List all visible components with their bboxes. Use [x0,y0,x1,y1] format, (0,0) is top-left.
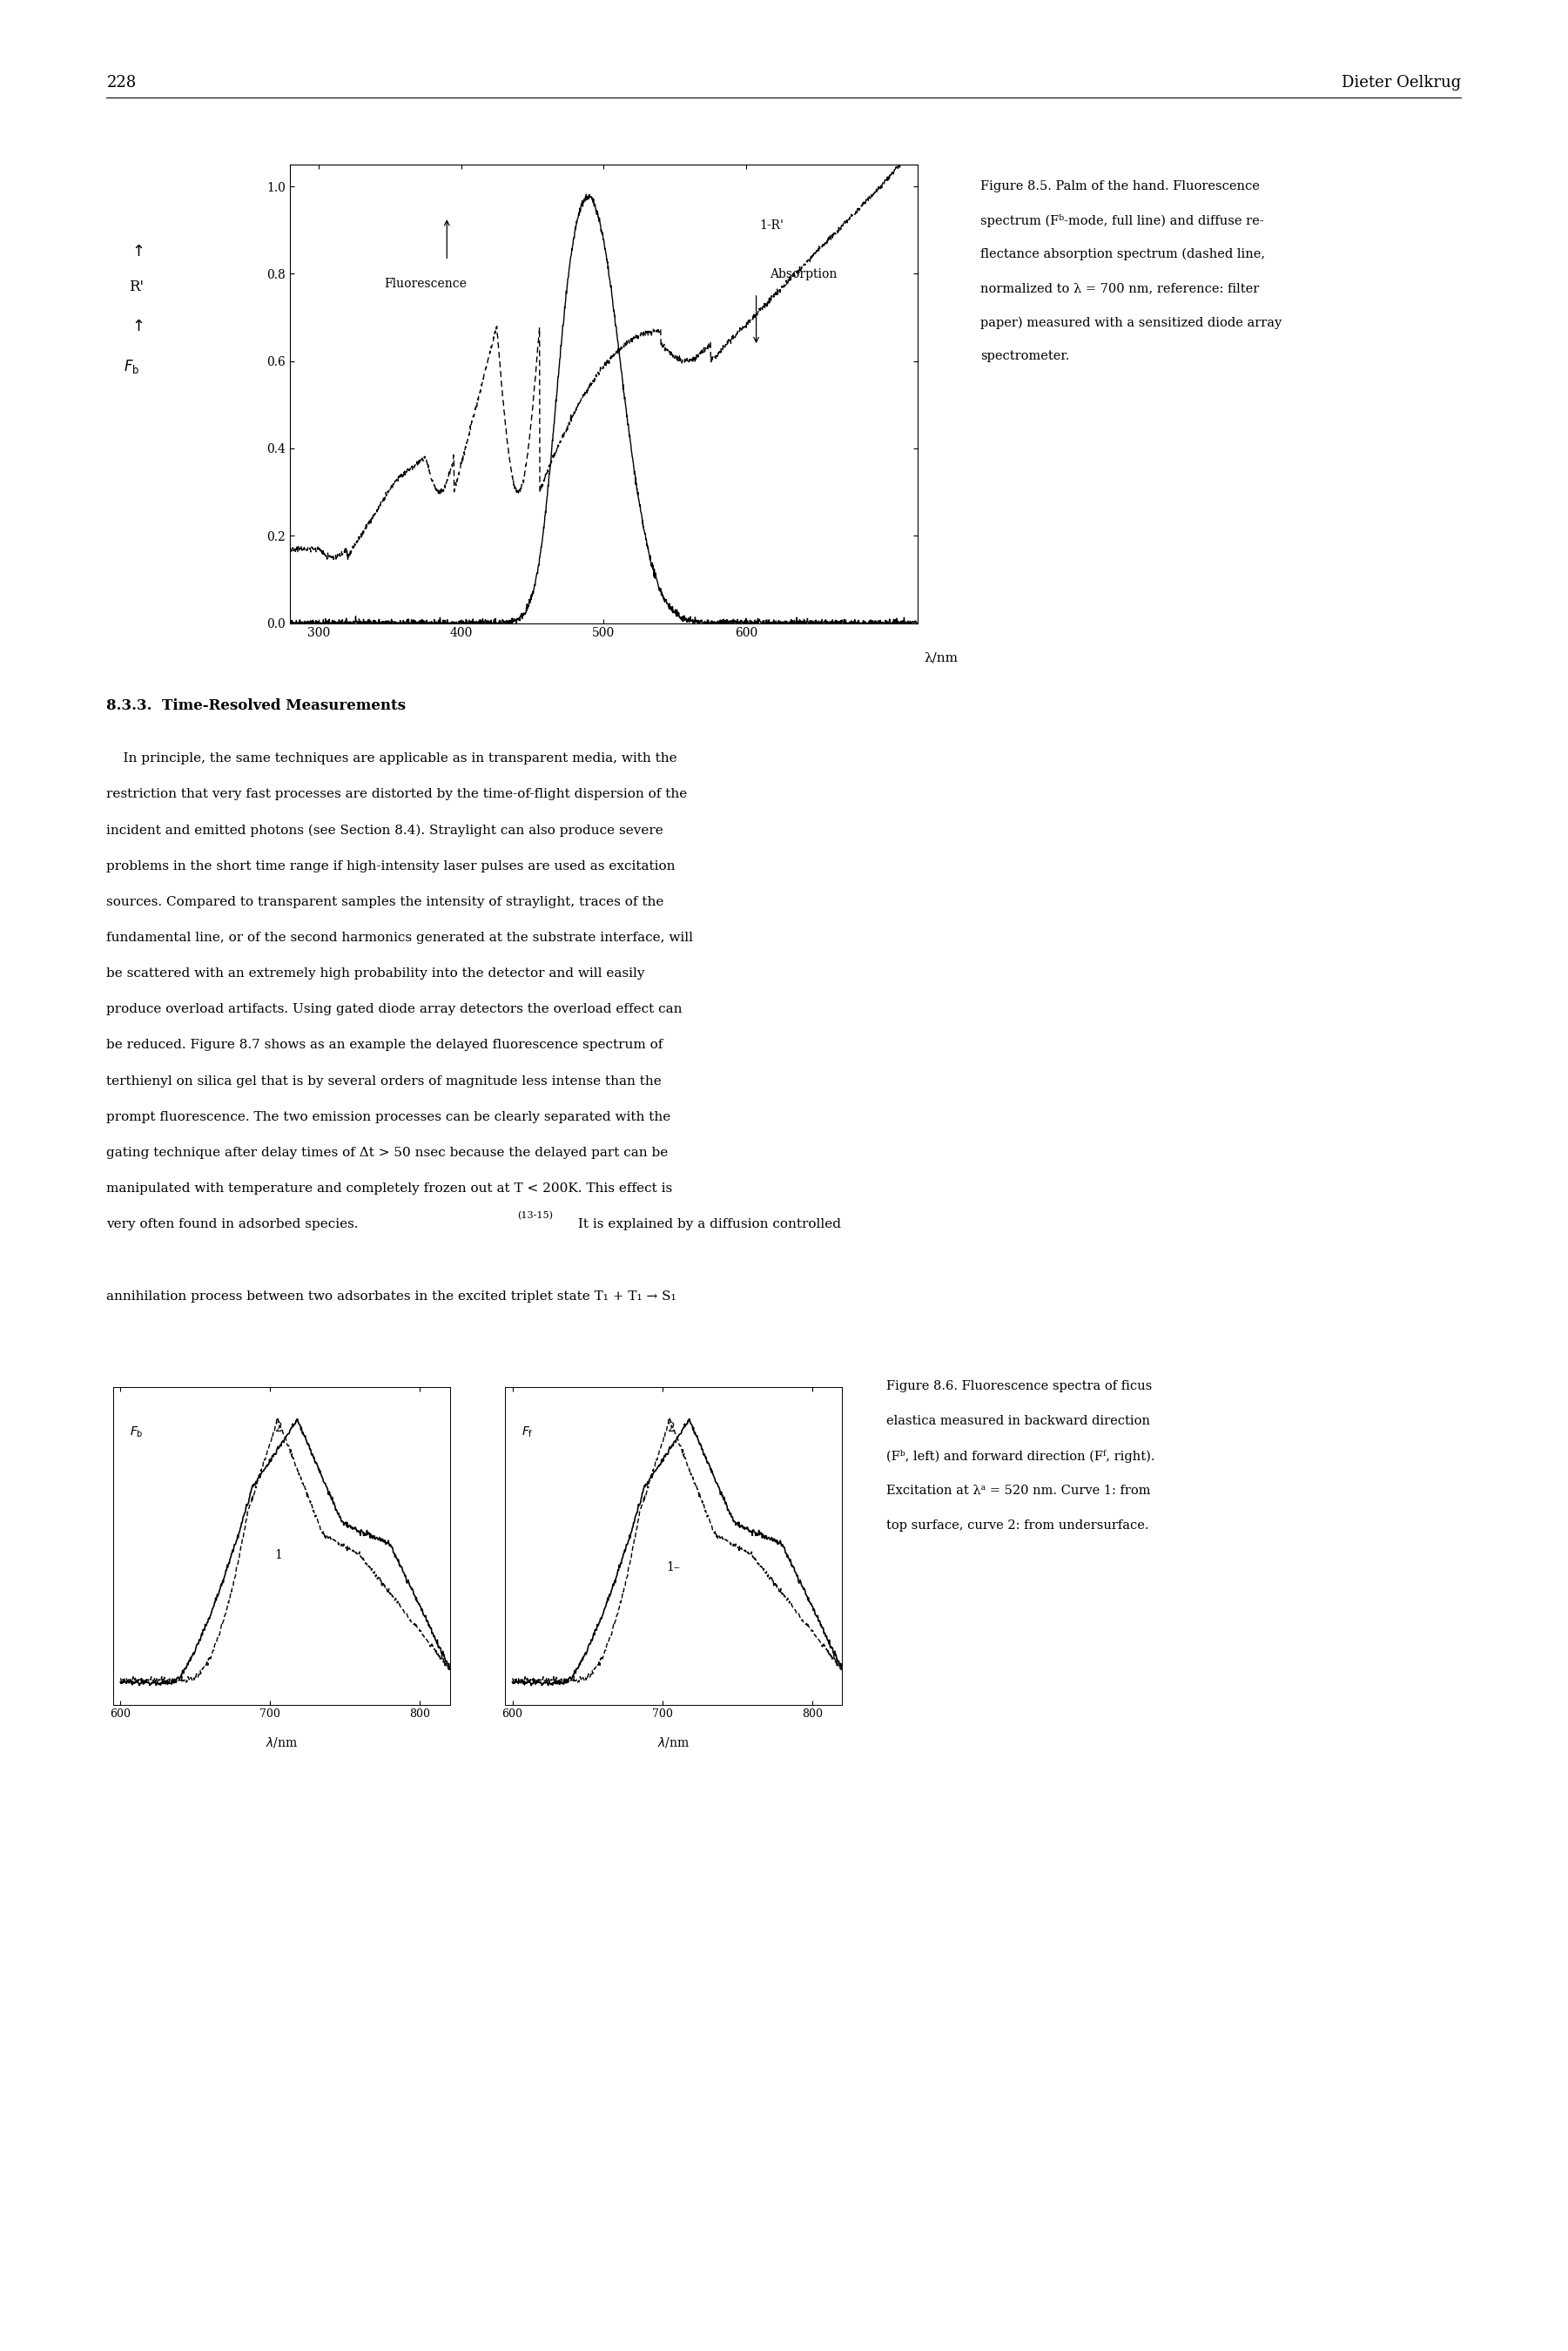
Text: $\uparrow$: $\uparrow$ [129,245,144,259]
Text: spectrometer.: spectrometer. [980,350,1069,362]
Text: be scattered with an extremely high probability into the detector and will easil: be scattered with an extremely high prob… [107,969,644,980]
Text: annihilation process between two adsorbates in the excited triplet state T₁ + T₁: annihilation process between two adsorba… [107,1291,676,1302]
Text: problems in the short time range if high-intensity laser pulses are used as exci: problems in the short time range if high… [107,860,676,872]
Text: produce overload artifacts. Using gated diode array detectors the overload effec: produce overload artifacts. Using gated … [107,1004,682,1016]
Text: very often found in adsorbed species.: very often found in adsorbed species. [107,1218,359,1230]
Text: λ/nm: λ/nm [925,651,958,663]
Text: 228: 228 [107,75,136,89]
Text: elastica measured in backward direction: elastica measured in backward direction [886,1415,1149,1427]
Text: $F_{\mathrm{f}}$: $F_{\mathrm{f}}$ [522,1425,533,1439]
Text: Absorption: Absorption [770,268,837,280]
Text: $F_{\mathrm{b}}$: $F_{\mathrm{b}}$ [130,1425,143,1439]
Text: (13-15): (13-15) [517,1211,554,1220]
Text: $\lambda$/nm: $\lambda$/nm [657,1735,690,1749]
Text: terthienyl on silica gel that is by several orders of magnitude less intense tha: terthienyl on silica gel that is by seve… [107,1074,662,1086]
Text: flectance absorption spectrum (dashed line,: flectance absorption spectrum (dashed li… [980,249,1265,261]
Text: (Fᵇ, left) and forward direction (Fᶠ, right).: (Fᵇ, left) and forward direction (Fᶠ, ri… [886,1451,1154,1462]
Text: gating technique after delay times of Δt > 50 nsec because the delayed part can : gating technique after delay times of Δt… [107,1147,668,1159]
Text: R': R' [129,280,144,294]
Text: 2: 2 [666,1422,674,1434]
Text: Dieter Oelkrug: Dieter Oelkrug [1342,75,1461,89]
Text: restriction that very fast processes are distorted by the time-of-flight dispers: restriction that very fast processes are… [107,788,687,799]
Text: 1: 1 [274,1549,282,1561]
Text: It is explained by a diffusion controlled: It is explained by a diffusion controlle… [574,1218,840,1230]
Text: sources. Compared to transparent samples the intensity of straylight, traces of : sources. Compared to transparent samples… [107,896,665,907]
Text: 1-R': 1-R' [760,219,784,233]
Text: $\uparrow$: $\uparrow$ [129,320,144,334]
Text: Fluorescence: Fluorescence [384,277,467,289]
Text: Figure 8.6. Fluorescence spectra of ficus: Figure 8.6. Fluorescence spectra of ficu… [886,1380,1151,1392]
Text: prompt fluorescence. The two emission processes can be clearly separated with th: prompt fluorescence. The two emission pr… [107,1110,671,1124]
Text: Excitation at λᵃ = 520 nm. Curve 1: from: Excitation at λᵃ = 520 nm. Curve 1: from [886,1483,1151,1498]
Text: be reduced. Figure 8.7 shows as an example the delayed fluorescence spectrum of: be reduced. Figure 8.7 shows as an examp… [107,1039,663,1051]
Text: spectrum (Fᵇ-mode, full line) and diffuse re-: spectrum (Fᵇ-mode, full line) and diffus… [980,214,1264,228]
Text: manipulated with temperature and completely frozen out at T < 200K. This effect : manipulated with temperature and complet… [107,1183,673,1194]
Text: $\lambda$/nm: $\lambda$/nm [265,1735,298,1749]
Text: normalized to λ = 700 nm, reference: filter: normalized to λ = 700 nm, reference: fil… [980,282,1259,294]
Text: incident and emitted photons (see Section 8.4). Straylight can also produce seve: incident and emitted photons (see Sectio… [107,823,663,837]
Text: In principle, the same techniques are applicable as in transparent media, with t: In principle, the same techniques are ap… [107,752,677,764]
Text: 8.3.3.  Time-Resolved Measurements: 8.3.3. Time-Resolved Measurements [107,698,406,712]
Text: 1–: 1– [666,1561,681,1573]
Text: fundamental line, or of the second harmonics generated at the substrate interfac: fundamental line, or of the second harmo… [107,931,693,943]
Text: paper) measured with a sensitized diode array: paper) measured with a sensitized diode … [980,317,1281,329]
Text: 2: 2 [274,1422,282,1434]
Text: $F_{\mathrm{b}}$: $F_{\mathrm{b}}$ [124,357,140,376]
Text: top surface, curve 2: from undersurface.: top surface, curve 2: from undersurface. [886,1519,1148,1531]
Text: Figure 8.5. Palm of the hand. Fluorescence: Figure 8.5. Palm of the hand. Fluorescen… [980,181,1259,193]
